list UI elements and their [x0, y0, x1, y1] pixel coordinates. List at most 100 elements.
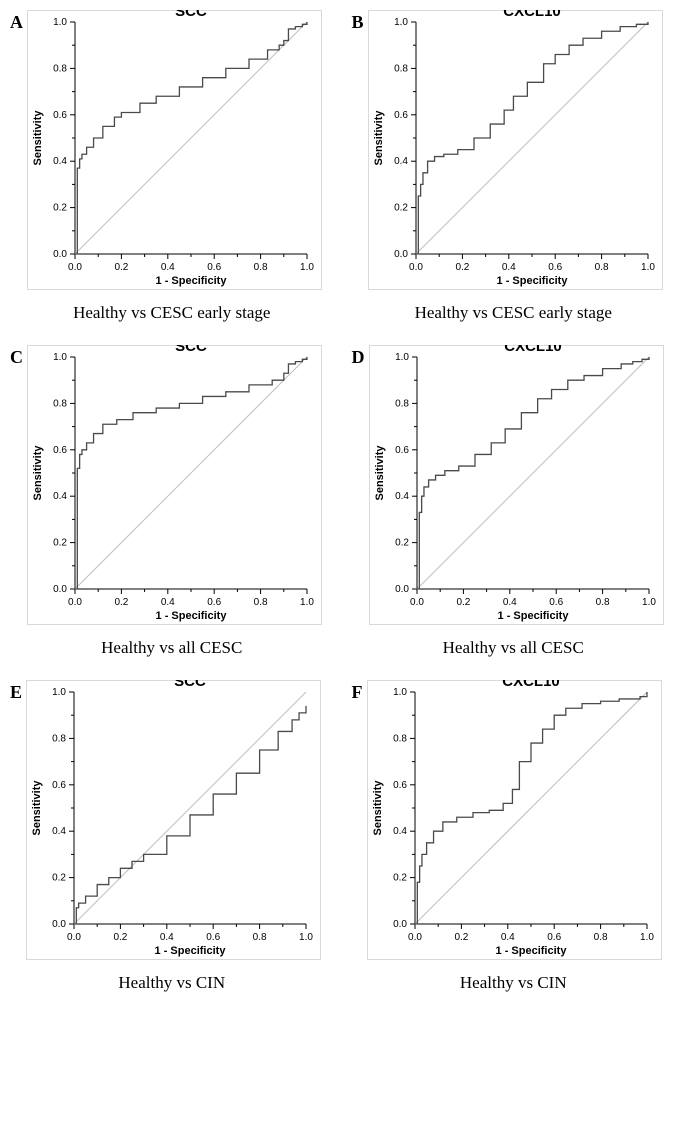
panel-letter: F	[352, 682, 363, 703]
svg-text:Sensitivity: Sensitivity	[32, 110, 44, 166]
panel-D: DCXCL100.00.00.20.20.40.40.60.60.80.81.0…	[352, 345, 676, 672]
chart-title: SCC	[174, 680, 206, 690]
roc-chart: SCC0.00.00.20.20.40.40.60.60.80.81.01.01…	[27, 345, 322, 625]
svg-text:0.8: 0.8	[593, 932, 607, 943]
svg-text:1 - Specificity: 1 - Specificity	[497, 610, 569, 622]
svg-text:0.8: 0.8	[53, 63, 67, 74]
panel-caption: Healthy vs all CESC	[101, 638, 242, 658]
svg-text:0.6: 0.6	[53, 110, 67, 121]
svg-text:1.0: 1.0	[395, 352, 409, 363]
panel-letter: E	[10, 682, 22, 703]
svg-text:0.4: 0.4	[52, 826, 66, 837]
svg-text:0.8: 0.8	[53, 398, 67, 409]
panel-caption: Healthy vs CESC early stage	[415, 303, 612, 323]
diagonal-reference	[75, 22, 307, 254]
svg-text:1.0: 1.0	[299, 932, 313, 943]
panel-letter: C	[10, 347, 23, 368]
svg-text:Sensitivity: Sensitivity	[31, 780, 43, 836]
svg-text:0.0: 0.0	[409, 262, 423, 273]
svg-text:0.4: 0.4	[161, 597, 175, 608]
svg-text:1 - Specificity: 1 - Specificity	[156, 275, 228, 287]
svg-text:1.0: 1.0	[53, 17, 67, 28]
roc-chart: SCC0.00.00.20.20.40.40.60.60.80.81.01.01…	[27, 10, 322, 290]
svg-text:0.0: 0.0	[52, 919, 66, 930]
svg-text:0.6: 0.6	[52, 780, 66, 791]
panel-E: ESCC0.00.00.20.20.40.40.60.60.80.81.01.0…	[10, 680, 334, 1007]
svg-text:0.2: 0.2	[455, 262, 469, 273]
svg-text:0.4: 0.4	[393, 826, 407, 837]
diagonal-reference	[415, 692, 647, 924]
svg-text:0.8: 0.8	[393, 733, 407, 744]
svg-text:1 - Specificity: 1 - Specificity	[156, 610, 228, 622]
diagonal-reference	[74, 692, 306, 924]
svg-text:0.2: 0.2	[395, 538, 409, 549]
roc-chart: CXCL100.00.00.20.20.40.40.60.60.80.81.01…	[368, 10, 663, 290]
svg-text:1.0: 1.0	[393, 687, 407, 698]
svg-text:0.8: 0.8	[52, 733, 66, 744]
svg-text:0.4: 0.4	[502, 597, 516, 608]
svg-text:0.4: 0.4	[160, 932, 174, 943]
svg-text:1.0: 1.0	[300, 597, 314, 608]
svg-text:Sensitivity: Sensitivity	[373, 110, 385, 166]
svg-text:0.0: 0.0	[394, 249, 408, 260]
svg-text:0.6: 0.6	[548, 262, 562, 273]
panel-C: CSCC0.00.00.20.20.40.40.60.60.80.81.01.0…	[10, 345, 334, 672]
svg-text:0.2: 0.2	[114, 597, 128, 608]
svg-text:1 - Specificity: 1 - Specificity	[155, 945, 227, 957]
svg-text:0.4: 0.4	[53, 156, 67, 167]
svg-text:0.0: 0.0	[53, 249, 67, 260]
panel-A: ASCC0.00.00.20.20.40.40.60.60.80.81.01.0…	[10, 10, 334, 337]
svg-text:0.2: 0.2	[113, 932, 127, 943]
svg-text:0.8: 0.8	[394, 63, 408, 74]
roc-curve	[74, 706, 306, 924]
svg-text:0.0: 0.0	[395, 584, 409, 595]
svg-text:0.6: 0.6	[393, 780, 407, 791]
svg-text:0.8: 0.8	[595, 597, 609, 608]
svg-text:0.8: 0.8	[254, 597, 268, 608]
panel-B: BCXCL100.00.00.20.20.40.40.60.60.80.81.0…	[352, 10, 676, 337]
svg-text:1.0: 1.0	[642, 597, 656, 608]
svg-text:0.2: 0.2	[456, 597, 470, 608]
chart-title: SCC	[175, 10, 207, 20]
svg-text:0.0: 0.0	[408, 932, 422, 943]
roc-chart: SCC0.00.00.20.20.40.40.60.60.80.81.01.01…	[26, 680, 321, 960]
svg-text:0.6: 0.6	[206, 932, 220, 943]
svg-text:0.4: 0.4	[394, 156, 408, 167]
svg-text:0.6: 0.6	[53, 445, 67, 456]
svg-text:1.0: 1.0	[640, 932, 654, 943]
diagonal-reference	[75, 357, 307, 589]
roc-chart: CXCL100.00.00.20.20.40.40.60.60.80.81.01…	[367, 680, 662, 960]
panel-caption: Healthy vs CIN	[460, 973, 567, 993]
svg-text:1.0: 1.0	[53, 352, 67, 363]
svg-text:1.0: 1.0	[641, 262, 655, 273]
svg-text:0.6: 0.6	[207, 262, 221, 273]
svg-text:0.4: 0.4	[395, 491, 409, 502]
svg-text:0.0: 0.0	[393, 919, 407, 930]
svg-text:1.0: 1.0	[394, 17, 408, 28]
svg-text:1.0: 1.0	[300, 262, 314, 273]
svg-text:0.2: 0.2	[393, 873, 407, 884]
figure-grid: ASCC0.00.00.20.20.40.40.60.60.80.81.01.0…	[10, 10, 675, 1007]
diagonal-reference	[417, 357, 649, 589]
svg-text:0.8: 0.8	[253, 932, 267, 943]
svg-text:0.2: 0.2	[454, 932, 468, 943]
panel-caption: Healthy vs CIN	[118, 973, 225, 993]
svg-text:0.0: 0.0	[68, 262, 82, 273]
svg-text:0.0: 0.0	[410, 597, 424, 608]
svg-text:0.6: 0.6	[395, 445, 409, 456]
svg-text:0.4: 0.4	[500, 932, 514, 943]
svg-text:0.0: 0.0	[68, 597, 82, 608]
panel-letter: B	[352, 12, 364, 33]
panel-letter: A	[10, 12, 23, 33]
svg-text:1 - Specificity: 1 - Specificity	[495, 945, 567, 957]
svg-text:0.2: 0.2	[114, 262, 128, 273]
svg-text:0.2: 0.2	[52, 873, 66, 884]
svg-text:0.0: 0.0	[53, 584, 67, 595]
chart-title: CXCL10	[504, 345, 562, 355]
svg-text:0.8: 0.8	[594, 262, 608, 273]
svg-text:Sensitivity: Sensitivity	[372, 780, 384, 836]
svg-text:0.4: 0.4	[501, 262, 515, 273]
chart-title: CXCL10	[502, 680, 560, 690]
svg-text:0.4: 0.4	[53, 491, 67, 502]
svg-text:0.8: 0.8	[395, 398, 409, 409]
